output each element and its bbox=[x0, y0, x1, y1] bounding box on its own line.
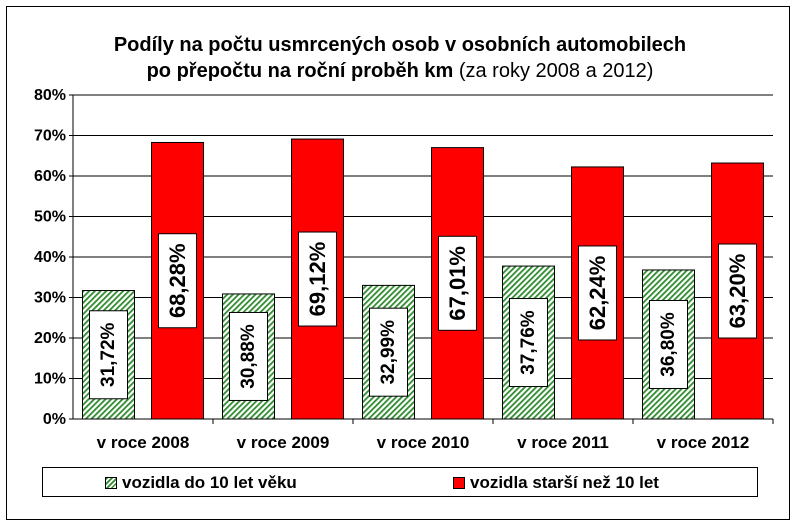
x-tick-label: v roce 2012 bbox=[657, 433, 750, 452]
x-tick-label: v roce 2011 bbox=[517, 433, 609, 452]
data-label-box bbox=[369, 307, 408, 397]
x-tick-label: v roce 2010 bbox=[377, 433, 470, 452]
data-label: 69,12% bbox=[305, 242, 330, 317]
data-label-box bbox=[649, 299, 688, 389]
y-tick-label: 40% bbox=[34, 249, 66, 266]
x-tick-label: v roce 2008 bbox=[97, 433, 190, 452]
data-label: 67,01% bbox=[445, 246, 470, 321]
y-tick-label: 30% bbox=[34, 290, 66, 307]
y-tick-label: 60% bbox=[34, 168, 66, 185]
legend-item-series-1: vozidla do 10 let věku bbox=[105, 473, 297, 493]
data-label-box bbox=[229, 311, 268, 401]
data-label-box bbox=[438, 235, 477, 331]
data-label-box bbox=[509, 298, 548, 388]
title-line-2: po přepočtu na roční proběh km (za roky … bbox=[0, 58, 800, 84]
legend-label-series-1: vozidla do 10 let věku bbox=[122, 473, 297, 492]
data-label: 30,88% bbox=[238, 324, 259, 389]
data-label: 68,28% bbox=[165, 243, 190, 318]
legend-swatch-series-2 bbox=[453, 477, 465, 489]
data-label: 32,99% bbox=[378, 320, 399, 385]
title-line-2-bold: po přepočtu na roční proběh km bbox=[146, 60, 454, 82]
data-label: 63,20% bbox=[725, 254, 750, 329]
legend-item-series-2: vozidla starší než 10 let bbox=[453, 473, 659, 493]
y-tick-label: 10% bbox=[34, 371, 66, 388]
data-label-box bbox=[718, 243, 757, 339]
data-label-box bbox=[578, 245, 617, 341]
data-label-box bbox=[89, 310, 128, 400]
title-line-2-normal: (za roky 2008 a 2012) bbox=[458, 60, 654, 82]
x-tick-label: v roce 2009 bbox=[237, 433, 330, 452]
y-tick-label: 70% bbox=[34, 128, 66, 145]
data-label: 31,72% bbox=[98, 322, 119, 387]
data-label-box bbox=[298, 231, 337, 327]
legend-swatch-series-1 bbox=[105, 477, 117, 489]
y-tick-label: 80% bbox=[34, 87, 66, 104]
data-label: 62,24% bbox=[585, 256, 610, 331]
legend: vozidla do 10 let věku vozidla starší ne… bbox=[42, 467, 758, 497]
data-label-box bbox=[158, 233, 197, 329]
title-line-1: Podíly na počtu usmrcených osob v osobní… bbox=[113, 34, 687, 56]
y-tick-label: 0% bbox=[43, 411, 66, 428]
y-tick-label: 50% bbox=[34, 209, 66, 226]
y-tick-label: 20% bbox=[34, 330, 66, 347]
legend-label-series-2: vozidla starší než 10 let bbox=[470, 473, 659, 492]
chart-title: Podíly na počtu usmrcených osob v osobní… bbox=[0, 32, 800, 84]
data-label: 37,76% bbox=[518, 310, 539, 375]
data-label: 36,80% bbox=[658, 312, 679, 377]
